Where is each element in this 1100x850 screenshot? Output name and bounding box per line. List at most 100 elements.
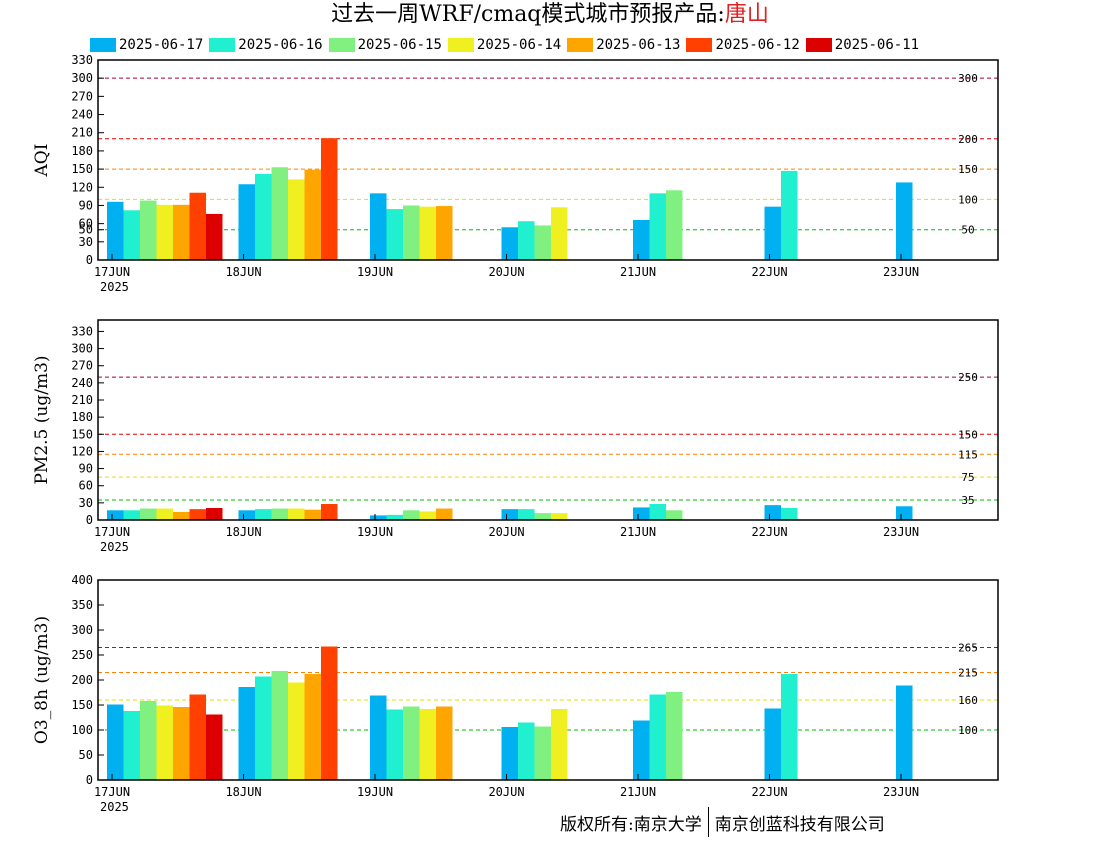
data-bar [518,509,535,520]
x-tick-label: 20JUN [488,265,524,279]
data-bar [206,714,223,780]
legend-item: 2025-06-13 [567,35,680,55]
y-tick-label: 150 [71,427,93,441]
y-tick-label: 400 [71,573,93,587]
data-bar [370,515,387,520]
x-tick-label: 22JUN [751,525,787,539]
legend-label: 2025-06-12 [715,37,800,53]
x-tick-label: 21JUN [620,785,656,799]
y-tick-label: 30 [79,235,93,249]
y-tick-label: 150 [71,162,93,176]
data-bar [649,193,666,260]
legend-label: 2025-06-14 [476,37,562,53]
data-bar [321,646,338,780]
threshold-label: 50 [961,224,974,237]
y-tick-label: 180 [71,410,93,424]
data-bar [173,707,190,780]
data-bar [255,173,272,260]
data-bar [896,506,913,520]
legend-swatch [209,38,236,52]
report-title-main: 过去一周WRF/cmaq模式城市预报产品: [331,2,725,27]
copyright-owner: 版权所有:南京大学 [560,814,702,835]
chart-panel: 3002001501005003050609012015018021024027… [32,53,999,294]
x-tick-label: 18JUN [225,525,261,539]
threshold-label: 100 [958,193,978,206]
legend-swatch [567,38,594,52]
data-bar [781,508,798,520]
threshold-label: 115 [958,448,978,461]
y-tick-label: 90 [79,198,93,212]
threshold-label: 35 [961,494,974,507]
data-bar [419,511,436,520]
threshold-label: 75 [961,471,974,484]
data-bar [370,695,387,780]
x-tick-label: 21JUN [620,525,656,539]
data-bar [271,671,288,780]
data-bar [123,510,140,520]
data-bar [238,184,255,260]
y-tick-label: 240 [71,376,93,390]
y-tick-label: 300 [71,623,93,637]
data-bar [896,685,913,780]
data-bar [436,206,453,260]
legend-label: 2025-06-11 [834,37,920,53]
data-bar [173,204,190,260]
data-bar [501,227,518,260]
x-tick-label: 19JUN [357,265,393,279]
data-bar [206,508,223,520]
legend-swatch [90,38,116,52]
y-tick-label: 100 [71,723,93,737]
data-bar [633,220,650,260]
threshold-label: 150 [958,163,978,176]
data-bar [534,225,551,260]
data-bar [386,514,403,520]
y-tick-label: 270 [71,89,93,103]
data-bar [386,709,403,780]
y-tick-label: 300 [71,71,93,85]
y-tick-label: 210 [71,393,93,407]
y-tick-label: 0 [86,513,93,527]
data-bar [518,722,535,780]
legend-swatch [686,38,713,52]
legend-item: 2025-06-17 [90,35,203,55]
threshold-label: 150 [958,428,978,441]
data-bar [288,682,305,780]
data-bar [107,510,124,520]
data-bar [419,709,436,780]
legend-label: 2025-06-16 [238,37,323,53]
y-tick-label: 0 [86,773,93,787]
threshold-label: 265 [958,642,978,655]
y-tick-label: 60 [79,479,93,493]
y-tick-label: 30 [79,496,93,510]
legend-label: 2025-06-13 [596,37,681,53]
data-bar [189,694,206,780]
footer-divider [707,807,709,837]
y-tick-label: 200 [71,673,93,687]
data-bar [436,508,453,520]
data-bar [649,694,666,780]
data-bar [403,706,420,780]
y-tick-label: 0 [86,253,93,267]
x-year-label: 2025 [100,540,129,554]
data-bar [419,206,436,260]
y-tick-label: 240 [71,108,93,122]
copyright-company: 南京创蓝科技有限公司 [714,814,885,835]
x-tick-label: 21JUN [620,265,656,279]
data-bar [764,505,781,520]
legend-item: 2025-06-16 [209,35,323,55]
y-axis-label: O3_8h (ug/m3) [32,616,52,744]
x-tick-label: 20JUN [488,525,524,539]
y-tick-label: 50 [79,223,93,237]
threshold-label: 215 [958,667,978,680]
data-bar [666,692,683,780]
x-tick-label: 23JUN [883,525,919,539]
legend-item: 2025-06-15 [328,35,442,55]
x-tick-label: 20JUN [488,785,524,799]
data-bar [518,221,535,260]
data-bar [436,706,453,780]
chart-panel: 250 150 115 75 35 0 30 60 90 120 150 180 210 240 270 30… [32,319,999,554]
data-bar [189,192,206,260]
data-bar [551,513,568,520]
data-bar [370,193,387,260]
